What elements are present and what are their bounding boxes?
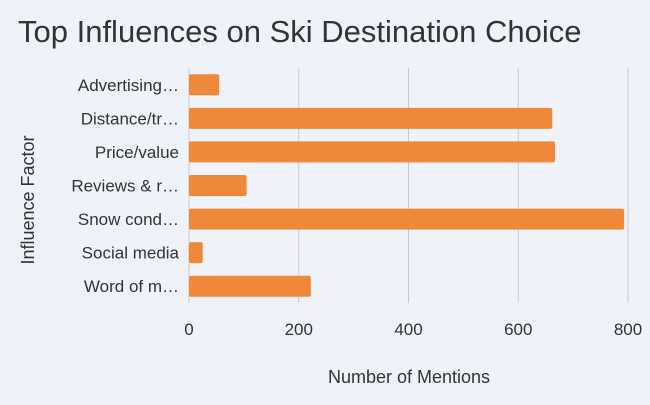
y-tick-label: Distance/tr… (81, 109, 179, 128)
x-tick-label: 200 (285, 320, 313, 339)
chart-title: Top Influences on Ski Destination Choice (18, 14, 582, 49)
bar (189, 242, 203, 264)
y-tick-label: Snow cond… (78, 210, 179, 229)
y-axis-label: Influence Factor (18, 135, 38, 264)
x-tick-labels: 0 200 400 600 800 (184, 320, 642, 339)
y-tick-label: Reviews & r… (71, 177, 179, 196)
x-tick-label: 0 (184, 320, 193, 339)
x-tick-label: 600 (504, 320, 532, 339)
bars (189, 74, 625, 297)
bar (189, 107, 553, 129)
x-axis-label: Number of Mentions (328, 367, 490, 387)
gridlines (188, 68, 629, 303)
y-tick-label: Price/value (95, 143, 179, 162)
y-tick-label: Advertising… (78, 76, 179, 95)
y-tick-labels: Advertising… Distance/tr… Price/value Revie… (71, 76, 179, 296)
bar (189, 275, 311, 297)
bar (189, 208, 625, 230)
y-tick-label: Social media (82, 244, 180, 263)
bar (189, 74, 220, 96)
x-tick-label: 800 (614, 320, 642, 339)
y-tick-label: Word of m… (84, 277, 179, 296)
x-tick-label: 400 (394, 320, 422, 339)
bar (189, 175, 247, 196)
bar (189, 141, 556, 163)
